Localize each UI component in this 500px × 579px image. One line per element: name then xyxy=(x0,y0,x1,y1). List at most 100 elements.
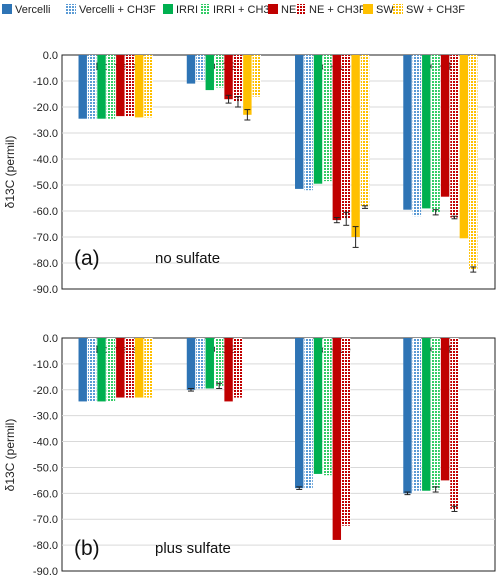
y-tick-label: -60.0 xyxy=(33,488,58,500)
bar xyxy=(351,55,360,237)
bar xyxy=(332,55,342,221)
panel-b: 0.0 -10.0 -20.0 -30.0 -40.0 -50.0 -60.0 -70.0 -8… xyxy=(3,333,496,578)
bar xyxy=(295,55,304,189)
y-tick-label: -20.0 xyxy=(33,385,58,397)
bar xyxy=(224,55,233,100)
legend-swatch xyxy=(163,4,173,14)
y-tick-label: -90.0 xyxy=(33,566,58,578)
bar xyxy=(125,55,134,117)
bar xyxy=(214,338,224,386)
bar xyxy=(233,338,243,398)
bar xyxy=(78,55,87,119)
bar xyxy=(134,55,144,118)
y-axis-label: δ13C (permil) xyxy=(3,419,17,492)
bar xyxy=(440,55,450,197)
bar xyxy=(125,338,134,398)
legend-item: SW + CH3F xyxy=(393,4,465,16)
y-tick-label: -80.0 xyxy=(33,258,58,270)
bar xyxy=(205,55,214,91)
panel-label: (b) xyxy=(74,537,100,560)
y-tick-label: 0.0 xyxy=(43,333,58,345)
bar xyxy=(403,55,412,210)
y-tick-label: -30.0 xyxy=(33,128,58,140)
bar xyxy=(295,338,304,489)
bar xyxy=(332,338,342,540)
bar xyxy=(186,55,196,84)
y-tick-label: -80.0 xyxy=(33,540,58,552)
legend-item: Vercelli + CH3F xyxy=(66,4,156,16)
bar xyxy=(313,55,323,184)
legend-swatch xyxy=(268,4,278,14)
bar xyxy=(97,55,106,119)
legend-swatch xyxy=(66,4,76,14)
bar xyxy=(224,338,233,402)
legend-item: IRRI xyxy=(163,4,198,16)
bar xyxy=(323,55,332,182)
y-tick-label: -10.0 xyxy=(33,76,58,88)
bar xyxy=(196,55,205,81)
annotation: no sulfate xyxy=(155,250,220,267)
bar xyxy=(412,338,422,491)
y-tick-label: -30.0 xyxy=(33,411,58,423)
bar xyxy=(78,338,87,402)
legend-swatch xyxy=(296,4,306,14)
bar xyxy=(342,55,351,219)
y-tick-label: -90.0 xyxy=(33,284,58,296)
bar xyxy=(323,338,332,476)
legend-label: NE xyxy=(281,4,296,16)
bar xyxy=(134,338,144,398)
bar xyxy=(431,338,440,490)
bar xyxy=(360,55,370,208)
y-tick-label: -70.0 xyxy=(33,514,58,526)
bar xyxy=(97,338,106,402)
legend-label: Vercelli xyxy=(15,4,50,16)
bar xyxy=(186,338,196,390)
bar xyxy=(214,55,224,88)
bar xyxy=(412,55,422,217)
bar xyxy=(313,338,323,474)
bar xyxy=(87,338,97,402)
bar xyxy=(144,338,153,398)
legend-swatch xyxy=(363,4,373,14)
bar xyxy=(459,55,469,239)
panel-label: (a) xyxy=(74,247,100,270)
legend-item: IRRI + CH3F xyxy=(200,4,277,16)
y-tick-label: 0.0 xyxy=(43,50,58,62)
legend-label: IRRI + CH3F xyxy=(213,4,277,16)
bar xyxy=(205,338,214,389)
legend-label: SW + CH3F xyxy=(406,4,465,16)
bar xyxy=(243,55,252,115)
bar xyxy=(422,55,431,209)
y-tick-label: -50.0 xyxy=(33,462,58,474)
legend-label: Vercelli + CH3F xyxy=(79,4,156,16)
bar xyxy=(116,55,125,117)
legend-swatch xyxy=(200,4,210,14)
legend-label: SW xyxy=(376,4,394,16)
bar xyxy=(233,55,243,102)
bar xyxy=(304,338,313,489)
bar xyxy=(116,338,125,398)
bar xyxy=(87,55,97,119)
bar xyxy=(440,338,450,481)
bar xyxy=(431,55,440,213)
bar xyxy=(342,338,351,526)
annotation: plus sulfate xyxy=(155,540,231,557)
bar xyxy=(450,55,459,218)
y-tick-label: -40.0 xyxy=(33,437,58,449)
legend-label: NE + CH3F xyxy=(309,4,366,16)
legend: Vercelli Vercelli + CH3F IRRI IRRI + CH3F NE… xyxy=(2,4,465,16)
y-tick-label: -50.0 xyxy=(33,180,58,192)
bar xyxy=(106,338,116,402)
legend-item: Vercelli xyxy=(2,4,50,16)
y-tick-label: -60.0 xyxy=(33,206,58,218)
y-tick-label: -20.0 xyxy=(33,102,58,114)
legend-label: IRRI xyxy=(176,4,198,16)
bar xyxy=(450,338,459,509)
bar xyxy=(469,55,478,270)
bar xyxy=(252,55,261,97)
bar xyxy=(106,55,116,119)
bar xyxy=(196,338,205,389)
y-tick-label: -40.0 xyxy=(33,154,58,166)
y-axis-label: δ13C (permil) xyxy=(3,136,17,209)
